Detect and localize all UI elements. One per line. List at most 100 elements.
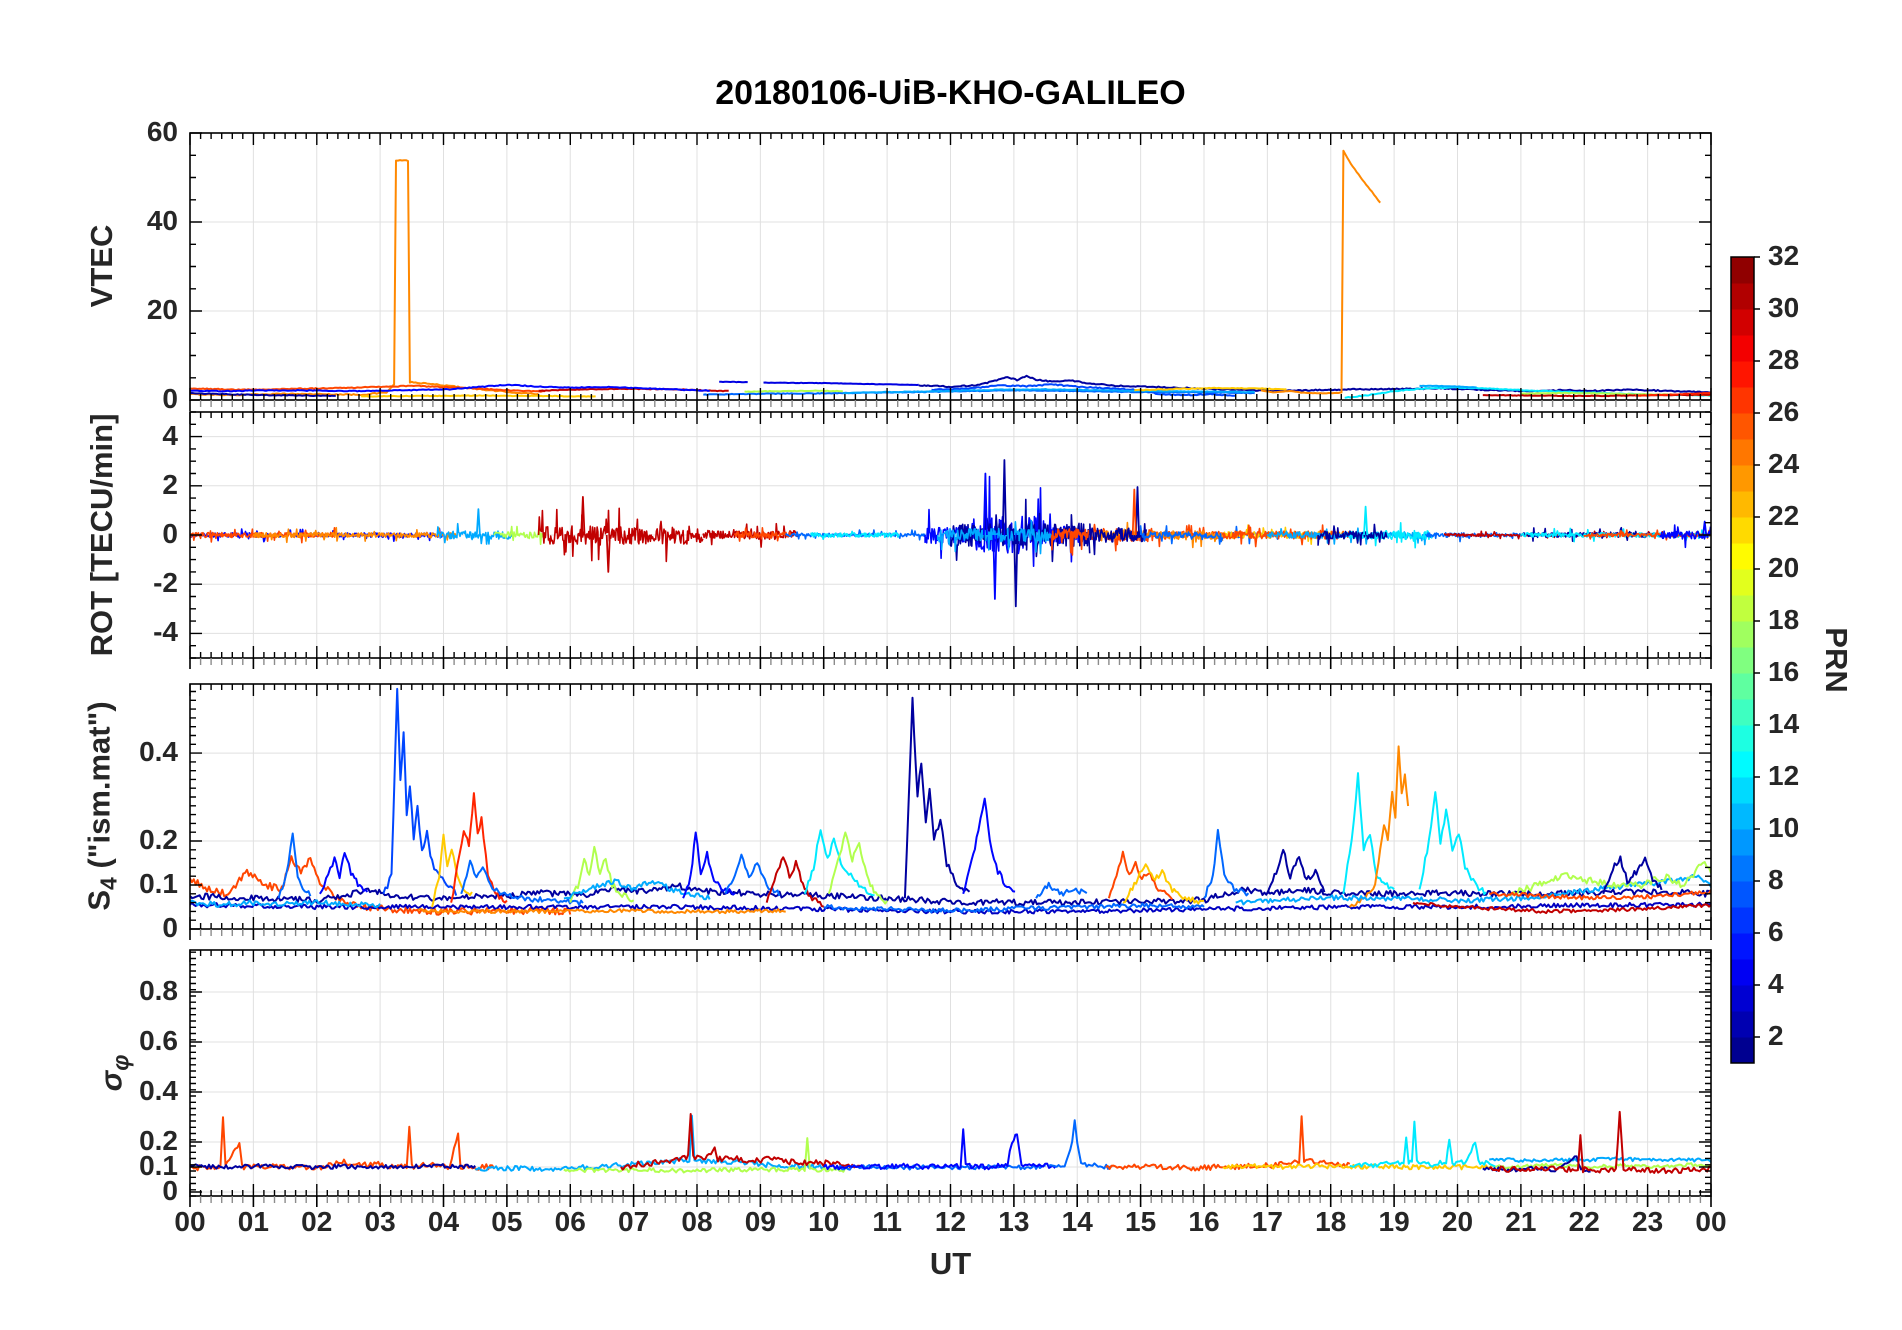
- ticks-outside-major-ROT: [189, 658, 1712, 669]
- colorbar-cell-25: [1731, 413, 1754, 440]
- ticks-outside-minor-sigma_phi: [199, 1196, 1702, 1203]
- rot-burst-prn-12: [810, 530, 900, 540]
- series-prn-27: [450, 792, 508, 904]
- x-axis-label: UT: [929, 1246, 972, 1281]
- colorbar-cell-18: [1731, 595, 1754, 622]
- colorbar-cell-5: [1731, 933, 1754, 960]
- series-prn-26: [1107, 850, 1174, 901]
- series-prn-2: [190, 1163, 476, 1170]
- colorbar-tick-label-14: 14: [1768, 708, 1800, 739]
- rot-spike-prn-12: [1363, 505, 1369, 536]
- x-tick-label-2: 02: [301, 1206, 333, 1237]
- ticks-outside-major-sigma_phi: [189, 1196, 1712, 1207]
- x-tick-label-19: 19: [1378, 1206, 1410, 1237]
- rot-burst-prn-2: [949, 498, 1091, 563]
- series-prn-2: [1602, 855, 1663, 895]
- colorbar-cell-22: [1731, 491, 1754, 518]
- colorbar-tick-label-16: 16: [1768, 656, 1800, 687]
- y-axis-label-vtec: VTEC: [84, 225, 120, 308]
- gridlines-VTEC: [190, 133, 1711, 400]
- series-prn-5: [190, 383, 710, 393]
- ticks-outside-major-S4: [189, 929, 1712, 940]
- y-tick-label-ROT--2: -2: [153, 567, 178, 599]
- x-tick-label-14: 14: [1061, 1206, 1093, 1237]
- series-prn-7: [931, 383, 1236, 397]
- series-prn-18: [1495, 1162, 1711, 1170]
- x-tick-label-13: 13: [998, 1206, 1030, 1237]
- series-prn-5: [319, 852, 369, 895]
- series-prn-18: [744, 389, 843, 393]
- colorbar-cell-13: [1731, 725, 1754, 752]
- colorbar-tick-label-10: 10: [1768, 812, 1800, 843]
- colorbar-border: [1730, 256, 1755, 1064]
- series-prn-30: [1412, 901, 1711, 915]
- series-prn-22: [1222, 1162, 1497, 1171]
- gridlines-sigma_phi: [190, 950, 1711, 1196]
- colorbar-tick-label-24: 24: [1768, 448, 1800, 479]
- series-prn-2: [1266, 848, 1326, 895]
- rot-burst-prn-12: [1349, 522, 1433, 549]
- series-prn-22: [360, 394, 596, 398]
- x-tick-label-22: 22: [1568, 1206, 1600, 1237]
- colorbar-cell-3: [1731, 985, 1754, 1012]
- ticks-outside-minor-ROT: [199, 658, 1702, 665]
- series-prn-26: [190, 1116, 496, 1172]
- rot-spike-prn-30: [605, 534, 611, 573]
- colorbar-cell-10: [1731, 803, 1754, 830]
- y-tick-label-ROT-2: 2: [162, 468, 178, 500]
- x-tick-label-21: 21: [1505, 1206, 1537, 1237]
- series-prn-10: [190, 899, 381, 909]
- y-tick-label-sigma_phi-0: 0: [162, 1175, 178, 1206]
- series-prn-12: [1418, 791, 1487, 896]
- series-prn-10: [474, 1114, 825, 1172]
- series-prn-26: [190, 384, 545, 393]
- colorbar-cell-31: [1731, 257, 1754, 284]
- colorbar-cell-15: [1731, 673, 1754, 700]
- ticks-inside-VTEC: [189, 132, 1712, 401]
- rot-spike-prn-30: [580, 496, 586, 536]
- colorbar-ticks: [1754, 256, 1760, 1038]
- series-prn-22: [1122, 863, 1205, 905]
- colorbar-cell-6: [1731, 907, 1754, 934]
- series-prn-24: [190, 159, 539, 397]
- ticks-outside-major-VTEC: [189, 400, 1712, 411]
- series-prn-7: [382, 687, 458, 896]
- series-prn-30: [765, 856, 825, 908]
- y-tick-label-S4-0: 0: [162, 912, 178, 943]
- series-prn-18: [1507, 861, 1711, 897]
- x-tick-label-23: 23: [1632, 1206, 1664, 1237]
- colorbar-cell-7: [1731, 881, 1754, 908]
- x-tick-label-17: 17: [1251, 1206, 1283, 1237]
- colorbar-cell-19: [1731, 569, 1754, 596]
- rot-burst-prn-2: [1317, 523, 1388, 546]
- series-prn-2: [903, 696, 971, 899]
- rot-spike-prn-5: [982, 472, 988, 536]
- series-prn-8: [1048, 1119, 1113, 1170]
- x-tick-label-15: 15: [1125, 1206, 1157, 1237]
- series-prn-8: [823, 902, 1205, 914]
- colorbar-cell-23: [1731, 465, 1754, 492]
- rot-spike-prn-2: [1001, 459, 1007, 536]
- y-tick-label-sigma_phi-0.6: 0.6: [139, 1025, 178, 1056]
- y-tick-label-S4-0.1: 0.1: [139, 868, 178, 899]
- series-prn-8: [1035, 881, 1088, 899]
- x-tick-label-11: 11: [872, 1206, 902, 1237]
- colorbar-cell-20: [1731, 543, 1754, 570]
- x-tick-label-5: 05: [491, 1206, 523, 1237]
- series-prn-8: [460, 859, 584, 906]
- series-prn-12: [1349, 1120, 1496, 1169]
- series-prn-8: [277, 832, 312, 899]
- x-tick-label-3: 03: [364, 1206, 396, 1237]
- series-prn-24: [417, 907, 786, 915]
- series-prn-10: [1489, 1156, 1711, 1163]
- y-tick-label-ROT-4: 4: [162, 419, 178, 451]
- rot-burst-prn-26: [734, 527, 793, 542]
- colorbar-cell-16: [1731, 647, 1754, 674]
- series-prn-26: [1489, 889, 1711, 901]
- y-tick-label-sigma_phi-0.8: 0.8: [139, 975, 178, 1006]
- colorbar-tick-label-12: 12: [1768, 760, 1800, 791]
- rot-burst-prn-10: [937, 519, 1052, 555]
- colorbar-cell-30: [1731, 283, 1754, 310]
- x-tick-label-7: 07: [618, 1206, 650, 1237]
- x-tick-label-16: 16: [1188, 1206, 1220, 1237]
